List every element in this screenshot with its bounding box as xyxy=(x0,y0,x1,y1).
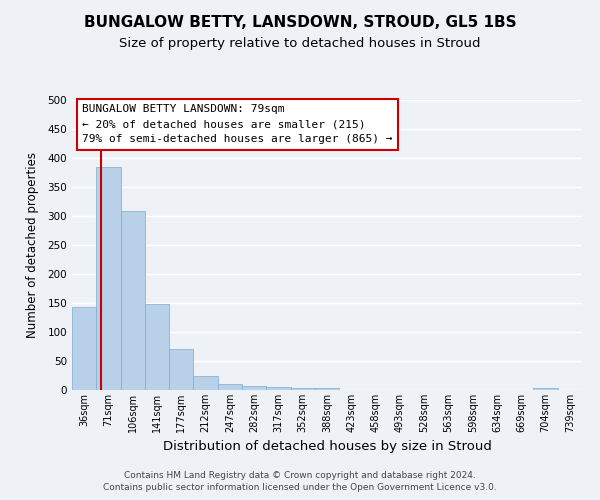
Bar xyxy=(96,166,121,390)
X-axis label: Distribution of detached houses by size in Stroud: Distribution of detached houses by size … xyxy=(163,440,491,454)
Bar xyxy=(290,388,315,390)
Bar xyxy=(169,350,193,390)
Bar xyxy=(266,387,290,390)
Text: BUNGALOW BETTY, LANSDOWN, STROUD, GL5 1BS: BUNGALOW BETTY, LANSDOWN, STROUD, GL5 1B… xyxy=(83,15,517,30)
Bar xyxy=(242,386,266,390)
Text: Contains HM Land Registry data © Crown copyright and database right 2024.
Contai: Contains HM Land Registry data © Crown c… xyxy=(103,471,497,492)
Bar xyxy=(193,376,218,390)
Text: Size of property relative to detached houses in Stroud: Size of property relative to detached ho… xyxy=(119,38,481,51)
Bar xyxy=(145,304,169,390)
Bar xyxy=(72,307,96,390)
Bar xyxy=(121,212,145,390)
Bar xyxy=(218,384,242,390)
Bar xyxy=(315,388,339,390)
Text: BUNGALOW BETTY LANSDOWN: 79sqm
← 20% of detached houses are smaller (215)
79% of: BUNGALOW BETTY LANSDOWN: 79sqm ← 20% of … xyxy=(82,104,392,144)
Y-axis label: Number of detached properties: Number of detached properties xyxy=(26,152,39,338)
Bar xyxy=(533,388,558,390)
